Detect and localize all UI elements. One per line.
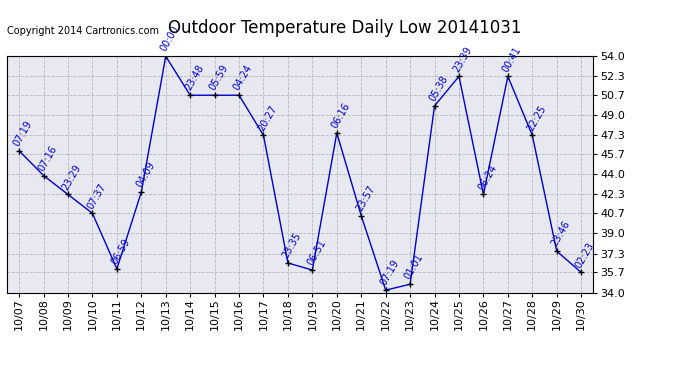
Text: 23:57: 23:57: [354, 184, 377, 213]
Text: 05:38: 05:38: [427, 74, 450, 103]
Text: 01:01: 01:01: [403, 252, 425, 282]
Text: 00:41: 00:41: [501, 45, 523, 74]
Text: 04:24: 04:24: [232, 63, 255, 93]
Text: 04:09: 04:09: [134, 160, 157, 189]
Text: 23:35: 23:35: [281, 231, 304, 260]
Text: 23:39: 23:39: [452, 44, 474, 74]
Text: 07:16: 07:16: [37, 144, 59, 173]
Text: 23:29: 23:29: [61, 162, 83, 192]
Text: Outdoor Temperature Daily Low 20141031: Outdoor Temperature Daily Low 20141031: [168, 19, 522, 37]
Text: 06:24: 06:24: [476, 162, 499, 192]
Text: 00:00: 00:00: [159, 24, 181, 54]
Text: 06:16: 06:16: [330, 101, 352, 130]
Text: 07:19: 07:19: [12, 119, 34, 148]
Text: 22:25: 22:25: [525, 103, 548, 133]
Text: Temperature (°F): Temperature (°F): [466, 40, 555, 50]
Text: 07:37: 07:37: [85, 182, 108, 211]
Text: 02:23: 02:23: [574, 240, 597, 270]
Text: 05:59: 05:59: [208, 63, 230, 93]
Text: 07:19: 07:19: [378, 258, 401, 287]
Text: Copyright 2014 Cartronics.com: Copyright 2014 Cartronics.com: [7, 26, 159, 36]
Text: 20:27: 20:27: [256, 103, 279, 133]
Text: 06:59: 06:59: [110, 237, 132, 266]
Text: 23:48: 23:48: [183, 63, 206, 93]
Text: 23:46: 23:46: [549, 219, 572, 248]
Text: 06:51: 06:51: [305, 238, 328, 267]
